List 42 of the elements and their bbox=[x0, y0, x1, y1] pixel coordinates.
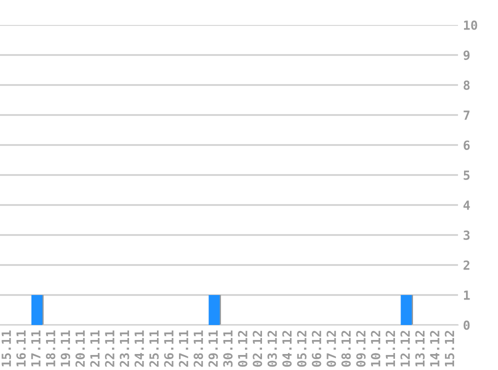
x-tick-label: 23.11 bbox=[120, 330, 130, 367]
x-tick-label: 11.12 bbox=[386, 330, 395, 366]
y-tick-label: 4 bbox=[463, 200, 470, 210]
x-tick-label: 20.11 bbox=[75, 330, 85, 367]
x-tick-label: 05.12 bbox=[297, 330, 306, 367]
x-tick-label: 12.12 bbox=[400, 330, 410, 366]
x-tick-label: 01.12 bbox=[238, 330, 248, 367]
x-tick-label: 17.11 bbox=[31, 330, 40, 366]
y-tick-label: 5 bbox=[464, 170, 470, 180]
y-tick-label: 2 bbox=[464, 260, 470, 270]
x-tick-label: 10.12 bbox=[370, 330, 380, 366]
y-tick-label: 3 bbox=[464, 230, 470, 240]
x-tick-label: 09.12 bbox=[356, 330, 366, 367]
x-tick-label: 14.12 bbox=[430, 330, 440, 366]
y-tick-label: 9 bbox=[464, 50, 470, 60]
y-tick-label: 6 bbox=[464, 140, 470, 150]
x-tick-label: 21.11 bbox=[90, 330, 100, 367]
x-tick-label: 26.11 bbox=[164, 330, 174, 367]
x-tick-label: 28.11 bbox=[194, 330, 204, 367]
x-tick-label: 02.12 bbox=[252, 330, 262, 367]
x-tick-label: 06.12 bbox=[312, 330, 322, 367]
y-tick-label: 7 bbox=[464, 110, 470, 120]
x-tick-label: 25.11 bbox=[149, 330, 159, 367]
x-tick-label: 15.11 bbox=[2, 330, 12, 366]
x-tick-label: 03.12 bbox=[267, 330, 277, 367]
x-tick-label: 07.12 bbox=[326, 330, 336, 367]
x-tick-label: 15.12 bbox=[444, 330, 454, 366]
y-tick-label: 10 bbox=[464, 20, 478, 30]
x-tick-label: 04.12 bbox=[282, 330, 292, 367]
x-tick-label: 18.11 bbox=[46, 330, 56, 366]
y-tick-label: 0 bbox=[464, 320, 470, 330]
y-tick-label: 8 bbox=[464, 80, 470, 90]
x-tick-label: 24.11 bbox=[134, 330, 144, 367]
x-tick-label: 22.11 bbox=[104, 330, 114, 367]
x-tick-label: 16.11 bbox=[16, 330, 26, 366]
x-tick-label: 30.11 bbox=[223, 330, 233, 367]
x-tick-label: 29.11 bbox=[208, 330, 218, 367]
x-tick-label: 19.11 bbox=[60, 330, 70, 366]
x-tick-label: 08.12 bbox=[341, 330, 351, 367]
x-tick-label: 27.11 bbox=[178, 330, 188, 367]
y-tick-label: 1 bbox=[464, 290, 470, 300]
x-tick-label: 13.12 bbox=[415, 330, 425, 366]
